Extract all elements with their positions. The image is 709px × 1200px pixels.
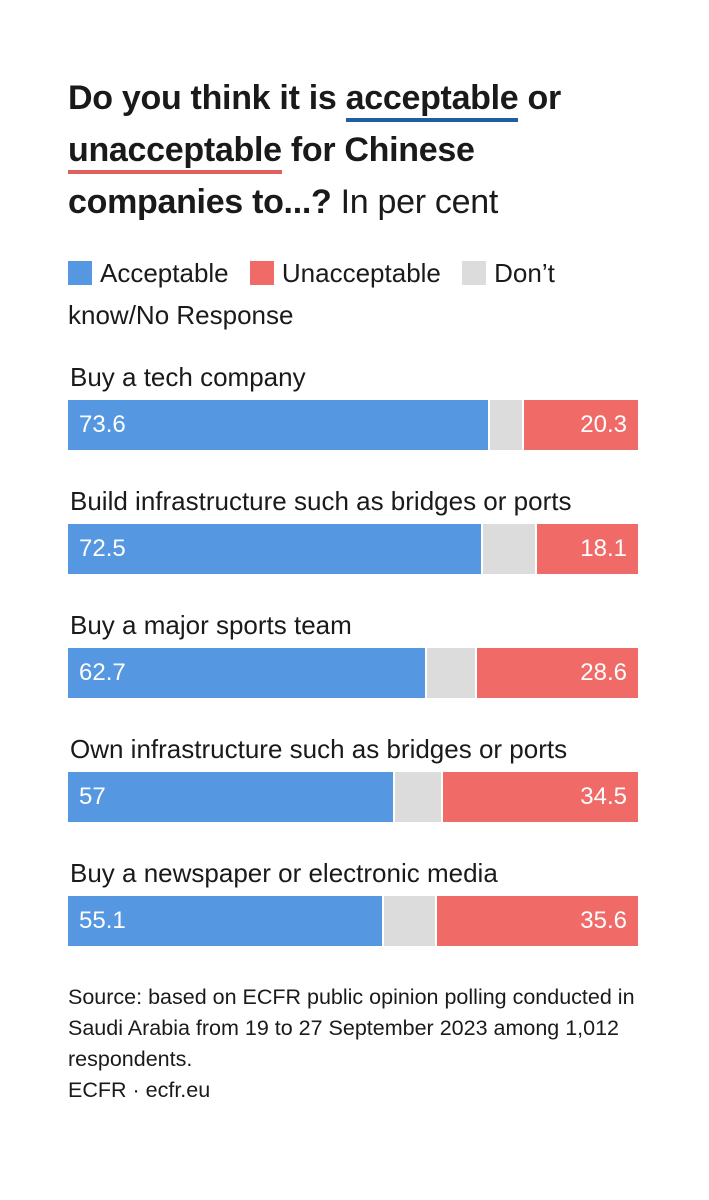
legend-swatch-acceptable bbox=[68, 261, 92, 285]
bar-segment-unacceptable: 20.3 bbox=[522, 400, 638, 450]
legend-item-dont-know: Don’t know/No Response bbox=[68, 258, 555, 330]
bar-segment-dont-know bbox=[481, 524, 535, 574]
source-note: Source: based on ECFR public opinion pol… bbox=[68, 982, 648, 1106]
legend-label-unacceptable: Unacceptable bbox=[281, 258, 441, 288]
bar-segment-acceptable: 62.7 bbox=[68, 648, 426, 698]
bar-segment-unacceptable: 28.6 bbox=[474, 648, 638, 698]
legend-swatch-dont-know bbox=[462, 261, 487, 285]
bar-segment-acceptable: 72.5 bbox=[68, 524, 482, 574]
legend-item-unacceptable: Unacceptable bbox=[249, 258, 441, 288]
title-acceptable-word: acceptable bbox=[345, 79, 519, 122]
bar-segment-unacceptable: 35.6 bbox=[435, 896, 638, 946]
bar-segment-unacceptable: 34.5 bbox=[441, 772, 638, 822]
stacked-bar: 62.7 28.6 bbox=[68, 648, 638, 698]
stacked-bar: 57 34.5 bbox=[68, 772, 638, 822]
legend-item-acceptable: Acceptable bbox=[68, 258, 229, 288]
legend-label-acceptable: Acceptable bbox=[100, 258, 229, 288]
title-part3: for Chinese companies to...? bbox=[68, 131, 475, 221]
bar-row: Own infrastructure such as bridges or po… bbox=[68, 734, 640, 858]
title-part2: or bbox=[518, 79, 562, 117]
title-unit: In per cent bbox=[331, 183, 499, 221]
stacked-bar: 73.6 20.3 bbox=[68, 400, 638, 450]
category-label: Buy a tech company bbox=[70, 362, 306, 392]
bar-segment-dont-know bbox=[392, 772, 442, 822]
bar-segment-acceptable: 73.6 bbox=[68, 400, 488, 450]
bar-row: Buy a newspaper or electronic media 55.1 3… bbox=[68, 858, 640, 982]
value-label: 28.6 bbox=[580, 659, 627, 686]
value-label: 35.6 bbox=[580, 907, 627, 934]
title-part1: Do you think it is bbox=[68, 79, 346, 117]
legend: Acceptable Unacceptable Don’t know/No Re… bbox=[68, 252, 640, 336]
bar-segment-dont-know bbox=[425, 648, 475, 698]
category-label: Own infrastructure such as bridges or po… bbox=[70, 734, 568, 764]
value-label: 18.1 bbox=[580, 535, 627, 562]
stacked-bar: 72.5 18.1 bbox=[68, 524, 638, 574]
title-unacceptable-word: unacceptable bbox=[68, 131, 282, 174]
bar-segment-dont-know bbox=[487, 400, 523, 450]
bar-row: Buy a tech company 73.6 20.3 bbox=[68, 362, 640, 486]
bar-segment-acceptable: 55.1 bbox=[68, 896, 383, 946]
chart-container: Do you think it is acceptable or unaccep… bbox=[68, 72, 640, 982]
value-label: 20.3 bbox=[580, 411, 627, 438]
category-label: Buy a newspaper or electronic media bbox=[70, 858, 498, 888]
value-label: 72.5 bbox=[79, 535, 126, 562]
value-label: 55.1 bbox=[79, 907, 126, 934]
bar-segment-acceptable: 57 bbox=[68, 772, 393, 822]
category-label: Buy a major sports team bbox=[70, 610, 352, 640]
value-label: 73.6 bbox=[79, 411, 126, 438]
source-text: Source: based on ECFR public opinion pol… bbox=[68, 985, 635, 1071]
chart-title: Do you think it is acceptable or unaccep… bbox=[68, 72, 640, 228]
bar-row: Build infrastructure such as bridges or … bbox=[68, 486, 640, 610]
bar-chart: Buy a tech company 73.6 20.3 Build infrastr… bbox=[68, 362, 640, 982]
stacked-bar: 55.1 35.6 bbox=[68, 896, 638, 946]
legend-swatch-unacceptable bbox=[249, 261, 274, 285]
value-label: 62.7 bbox=[79, 659, 126, 686]
bar-row: Buy a major sports team 62.7 28.6 bbox=[68, 610, 640, 734]
bar-segment-unacceptable: 18.1 bbox=[534, 524, 638, 574]
legend-label-dont-know: Don’t know/No Response bbox=[68, 258, 555, 330]
value-label: 57 bbox=[79, 783, 106, 810]
bar-segment-dont-know bbox=[382, 896, 436, 946]
value-label: 34.5 bbox=[580, 783, 627, 810]
category-label: Build infrastructure such as bridges or … bbox=[70, 486, 572, 516]
source-credit: ECFR · ecfr.eu bbox=[68, 1078, 211, 1102]
